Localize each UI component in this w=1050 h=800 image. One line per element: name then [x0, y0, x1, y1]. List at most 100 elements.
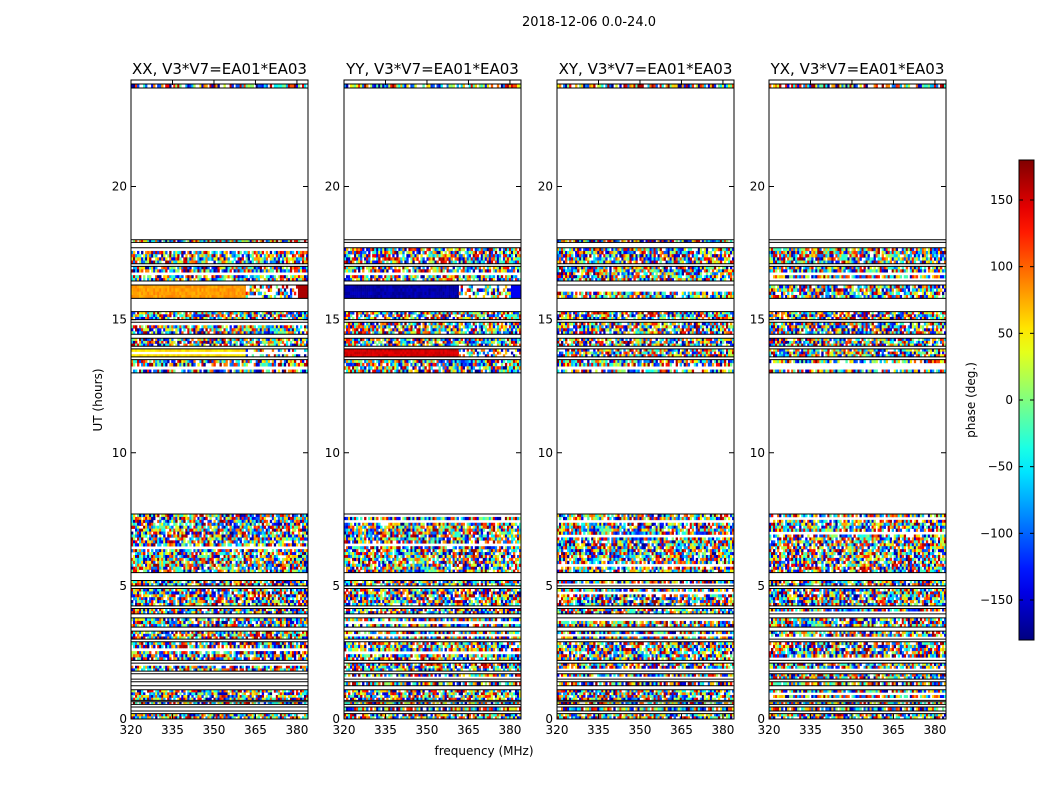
- heatmap-cell: [205, 531, 208, 535]
- heatmap-cell: [243, 557, 246, 562]
- heatmap-cell: [271, 644, 275, 649]
- heatmap-cell: [285, 331, 289, 335]
- heatmap-cell: [305, 692, 308, 696]
- heatmap-cell: [293, 602, 297, 607]
- heatmap-cell: [137, 531, 140, 535]
- heatmap-cell: [205, 583, 208, 587]
- heatmap-cell: [305, 566, 308, 570]
- heatmap-cell: [225, 701, 228, 705]
- heatmap-cell: [167, 328, 170, 332]
- heatmap-cell: [185, 644, 188, 649]
- heatmap-cell: [199, 689, 202, 693]
- heatmap-cell: [293, 528, 297, 532]
- heatmap-cell: [163, 513, 166, 518]
- heatmap-cell: [153, 620, 156, 625]
- heatmap-cell: [157, 362, 160, 367]
- heatmap-cell: [219, 362, 222, 367]
- heatmap-cell: [159, 611, 162, 615]
- heatmap-cell: [139, 295, 142, 299]
- heatmap-cell: [295, 519, 299, 524]
- heatmap-cell: [305, 631, 308, 635]
- heatmap-cell: [233, 641, 236, 646]
- heatmap-cell: [283, 697, 287, 701]
- heatmap-cell: [171, 343, 174, 347]
- heatmap-cell: [217, 338, 220, 342]
- heatmap-cell: [231, 692, 234, 696]
- heatmap-cell: [183, 348, 186, 352]
- heatmap-cell: [281, 557, 285, 562]
- heatmap-cell: [169, 608, 172, 612]
- heatmap-cell: [243, 716, 246, 719]
- heatmap-cell: [233, 557, 236, 562]
- heatmap-cell: [183, 654, 186, 658]
- heatmap-cell: [235, 325, 238, 329]
- heatmap-cell: [217, 522, 220, 526]
- heatmap-cell: [229, 608, 232, 612]
- heatmap-cell: [249, 716, 252, 719]
- heatmap-cell: [179, 516, 182, 521]
- heatmap-cell: [277, 624, 281, 628]
- heatmap-cell: [299, 665, 303, 669]
- heatmap-cell: [167, 314, 170, 318]
- heatmap-cell: [195, 288, 198, 292]
- heatmap-cell: [227, 713, 230, 717]
- heatmap-cell: [295, 549, 299, 553]
- heatmap-cell: [131, 713, 134, 717]
- heatmap-cell: [137, 543, 140, 547]
- heatmap-cell: [295, 617, 299, 622]
- heatmap-cell: [195, 611, 198, 615]
- heatmap-cell: [161, 362, 164, 367]
- heatmap-cell: [215, 543, 218, 547]
- heatmap-cell: [253, 608, 256, 612]
- heatmap-cell: [235, 654, 238, 658]
- heatmap-cell: [233, 692, 236, 696]
- heatmap-cell: [253, 362, 256, 367]
- heatmap-cell: [305, 654, 308, 658]
- heatmap-cell: [269, 641, 273, 646]
- heatmap-cell: [273, 620, 277, 625]
- heatmap-cell: [135, 695, 138, 698]
- heatmap-cell: [235, 314, 238, 318]
- heatmap-cell: [257, 641, 261, 646]
- heatmap-cell: [301, 651, 305, 655]
- heatmap-cell: [257, 325, 261, 329]
- heatmap-cell: [249, 516, 252, 521]
- heatmap-cell: [135, 540, 138, 544]
- heatmap-cell: [271, 325, 275, 329]
- heatmap-cell: [193, 644, 196, 649]
- heatmap-cell: [199, 665, 202, 669]
- heatmap-cell: [147, 362, 150, 367]
- heatmap-cell: [139, 654, 142, 658]
- heatmap-cell: [161, 695, 164, 698]
- heatmap-cell: [255, 531, 259, 535]
- heatmap-cell: [251, 554, 254, 559]
- heatmap-cell: [159, 617, 162, 622]
- heatmap-cell: [257, 540, 261, 544]
- heatmap-cell: [285, 516, 289, 521]
- heatmap-cell: [221, 716, 224, 719]
- heatmap-cell: [257, 692, 261, 696]
- heatmap-cell: [265, 566, 269, 570]
- heatmap-cell: [259, 314, 263, 318]
- heatmap-cell: [169, 624, 172, 628]
- heatmap-cell: [287, 369, 291, 374]
- heatmap-cell: [247, 695, 250, 698]
- heatmap-cell: [219, 600, 222, 604]
- heatmap-cell: [267, 557, 271, 562]
- heatmap-cell: [287, 316, 291, 320]
- heatmap-cell: [279, 631, 283, 635]
- heatmap-cell: [193, 668, 196, 672]
- heatmap-cell: [133, 597, 136, 601]
- heatmap-cell: [277, 534, 281, 538]
- heatmap-cell: [155, 594, 158, 598]
- heatmap-cell: [163, 531, 166, 535]
- heatmap-cell: [145, 665, 148, 669]
- heatmap-cell: [247, 311, 250, 315]
- heatmap-cell: [139, 338, 142, 342]
- heatmap-cell: [235, 631, 238, 635]
- heatmap-cell: [297, 580, 301, 584]
- heatmap-cell: [133, 580, 136, 584]
- heatmap-cell: [135, 600, 138, 604]
- heatmap-cell: [179, 285, 182, 289]
- heatmap-cell: [185, 566, 188, 570]
